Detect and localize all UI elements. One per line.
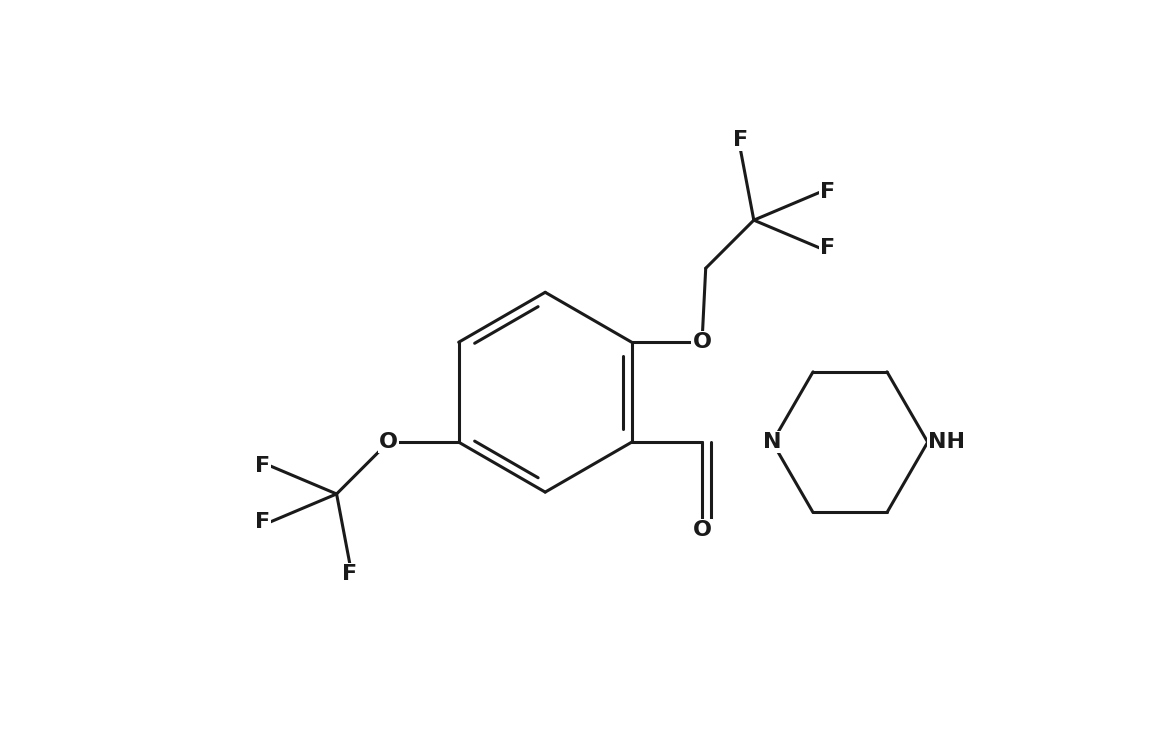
Text: N: N	[764, 432, 782, 452]
Text: F: F	[255, 456, 270, 476]
Text: O: O	[693, 332, 712, 352]
Text: F: F	[342, 565, 358, 585]
Text: O: O	[693, 520, 712, 540]
Text: F: F	[820, 238, 835, 258]
Text: F: F	[732, 130, 749, 150]
Text: F: F	[820, 182, 835, 202]
Text: NH: NH	[928, 432, 965, 452]
Text: O: O	[378, 432, 398, 452]
Text: F: F	[255, 512, 270, 532]
